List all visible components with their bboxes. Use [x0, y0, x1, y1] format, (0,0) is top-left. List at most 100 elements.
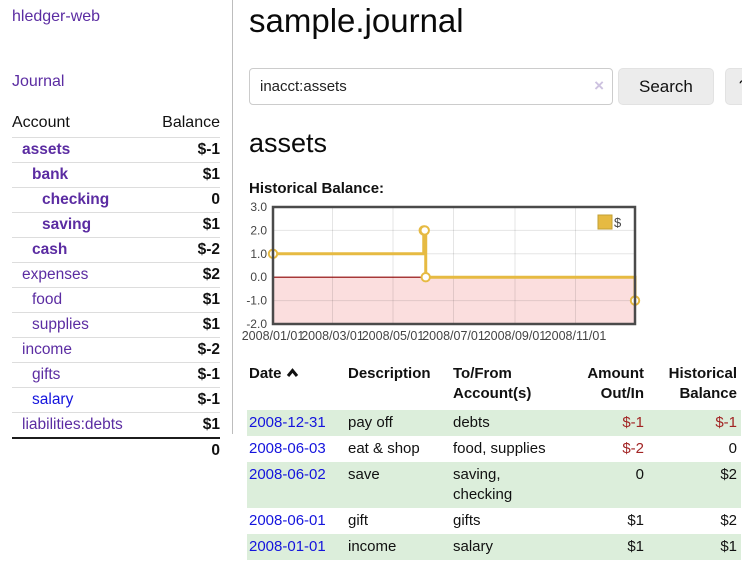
sidebar: hledger-web Journal Account Balance asse…: [0, 0, 233, 463]
account-link-food[interactable]: food: [32, 291, 63, 308]
transaction-amount: $1: [627, 512, 644, 529]
transaction-accounts: debts: [453, 414, 490, 431]
account-balance: $2: [148, 262, 220, 288]
brand-link[interactable]: hledger-web: [12, 8, 101, 25]
account-row-cash: cash $-2: [12, 237, 220, 263]
account-page-title: assets: [249, 128, 328, 158]
account-balance: $-2: [148, 337, 220, 363]
account-link-checking[interactable]: checking: [42, 191, 110, 208]
account-balance: $1: [148, 412, 220, 438]
svg-text:-2.0: -2.0: [246, 317, 267, 331]
account-row-checking: checking 0: [12, 187, 220, 213]
svg-text:2.0: 2.0: [250, 223, 267, 237]
svg-text:2008/05/01: 2008/05/01: [362, 329, 425, 343]
account-link-expenses[interactable]: expenses: [22, 266, 89, 283]
account-link-saving[interactable]: saving: [42, 216, 92, 233]
svg-text:-1.0: -1.0: [246, 294, 267, 308]
svg-text:3.0: 3.0: [250, 200, 267, 214]
help-button[interactable]: ?: [724, 68, 742, 105]
account-row-supplies: supplies $1: [12, 312, 220, 338]
transaction-date-link[interactable]: 2008-06-01: [249, 512, 326, 529]
account-balance: $-1: [148, 137, 220, 163]
account-balance: $1: [148, 162, 220, 188]
svg-text:$: $: [614, 215, 622, 230]
register-header-row: Date Description To/From Account(s) Amou…: [247, 362, 741, 410]
account-row-bank: bank $1: [12, 162, 220, 188]
account-link-cash[interactable]: cash: [32, 241, 68, 258]
svg-text:2008/11/01: 2008/11/01: [545, 329, 607, 343]
register-header-date[interactable]: Date: [247, 362, 346, 410]
account-balance: $-2: [148, 237, 220, 263]
accounts-total-value: 0: [148, 437, 220, 463]
register-table: Date Description To/From Account(s) Amou…: [247, 362, 741, 560]
sidebar-item-journal[interactable]: Journal: [12, 73, 65, 90]
transaction-date-link[interactable]: 2008-12-31: [249, 414, 326, 431]
accounts-header-account: Account: [12, 114, 70, 131]
register-header-balance: Historical Balance: [668, 365, 737, 402]
transaction-amount: $1: [627, 538, 644, 555]
transaction-amount: $-1: [622, 414, 644, 431]
register-row[interactable]: 2008-06-01 gift gifts $1 $2: [247, 508, 741, 534]
account-balance: $1: [148, 287, 220, 313]
accounts-header-row: Account Balance: [12, 112, 220, 138]
account-link-gifts[interactable]: gifts: [32, 366, 61, 383]
account-link-supplies[interactable]: supplies: [32, 316, 89, 333]
register-row[interactable]: 2008-06-02 save saving, checking 0 $2: [247, 462, 741, 508]
chart-label: Historical Balance:: [249, 180, 385, 197]
chart-canvas[interactable]: 2008/01/012008/03/012008/05/012008/07/01…: [242, 200, 643, 347]
transaction-balance: $-1: [715, 414, 737, 431]
register-header-description: Description: [348, 365, 431, 382]
transaction-description: pay off: [348, 414, 393, 431]
transaction-balance: $1: [720, 538, 737, 555]
account-balance: 0: [148, 187, 220, 213]
transaction-date-link[interactable]: 2008-06-03: [249, 440, 326, 457]
account-row-income: income $-2: [12, 337, 220, 363]
svg-text:2008/01/01: 2008/01/01: [242, 329, 305, 343]
transaction-balance: $2: [720, 512, 737, 529]
register-row[interactable]: 2008-06-03 eat & shop food, supplies $-2…: [247, 436, 741, 462]
clear-search-icon[interactable]: ×: [594, 76, 604, 95]
svg-text:2008/09/01: 2008/09/01: [484, 329, 547, 343]
register-header-amount: Amount Out/In: [587, 365, 644, 402]
transaction-date-link[interactable]: 2008-01-01: [249, 538, 326, 555]
transaction-description: save: [348, 466, 380, 483]
register-row[interactable]: 2008-12-31 pay off debts $-1 $-1: [247, 410, 741, 436]
transaction-amount: $-2: [622, 440, 644, 457]
account-link-assets[interactable]: assets: [22, 141, 71, 158]
svg-text:0.0: 0.0: [250, 270, 267, 284]
transaction-accounts: saving, checking: [453, 466, 513, 503]
svg-text:2008/03/01: 2008/03/01: [301, 329, 364, 343]
accounts-table: Account Balance assets $-1 bank $1 checkin…: [12, 112, 220, 463]
account-row-gifts: gifts $-1: [12, 362, 220, 388]
transaction-date-link[interactable]: 2008-06-02: [249, 466, 326, 483]
account-balance: $1: [148, 312, 220, 338]
register-row[interactable]: 2008-01-01 income salary $1 $1: [247, 534, 741, 560]
account-row-saving: saving $1: [12, 212, 220, 238]
page-title: sample.journal: [249, 2, 464, 39]
historical-balance-chart[interactable]: 2008/01/01 2008/03/01 2008/05/01 2008/07/01…: [242, 200, 643, 347]
transaction-description: income: [348, 538, 397, 555]
sort-asc-icon: [286, 364, 299, 384]
account-link-bank[interactable]: bank: [32, 166, 69, 183]
accounts-total-row: 0: [12, 437, 220, 463]
transaction-balance: $2: [720, 466, 737, 483]
transaction-accounts: food, supplies: [453, 440, 546, 457]
account-link-salary[interactable]: salary: [32, 391, 74, 408]
svg-text:1.0: 1.0: [250, 247, 267, 261]
account-row-assets: assets $-1: [12, 137, 220, 163]
search-button[interactable]: Search: [618, 68, 714, 105]
transaction-balance: 0: [728, 440, 737, 457]
main-content: sample.journal × Search ? assets Histori…: [233, 0, 742, 582]
transaction-accounts: salary: [453, 538, 494, 555]
account-row-liabilities-debts: liabilities:debts $1: [12, 412, 220, 438]
account-balance: $-1: [148, 387, 220, 413]
search-input[interactable]: [249, 68, 613, 105]
account-balance: $1: [148, 212, 220, 238]
search-form: × Search ?: [249, 68, 742, 105]
transaction-description: gift: [348, 512, 369, 529]
transaction-amount: 0: [635, 466, 644, 483]
account-link-liabilities-debts[interactable]: liabilities:debts: [22, 416, 123, 433]
register-header-account: To/From Account(s): [453, 365, 532, 402]
account-link-income[interactable]: income: [22, 341, 72, 358]
transaction-description: eat & shop: [348, 440, 420, 457]
